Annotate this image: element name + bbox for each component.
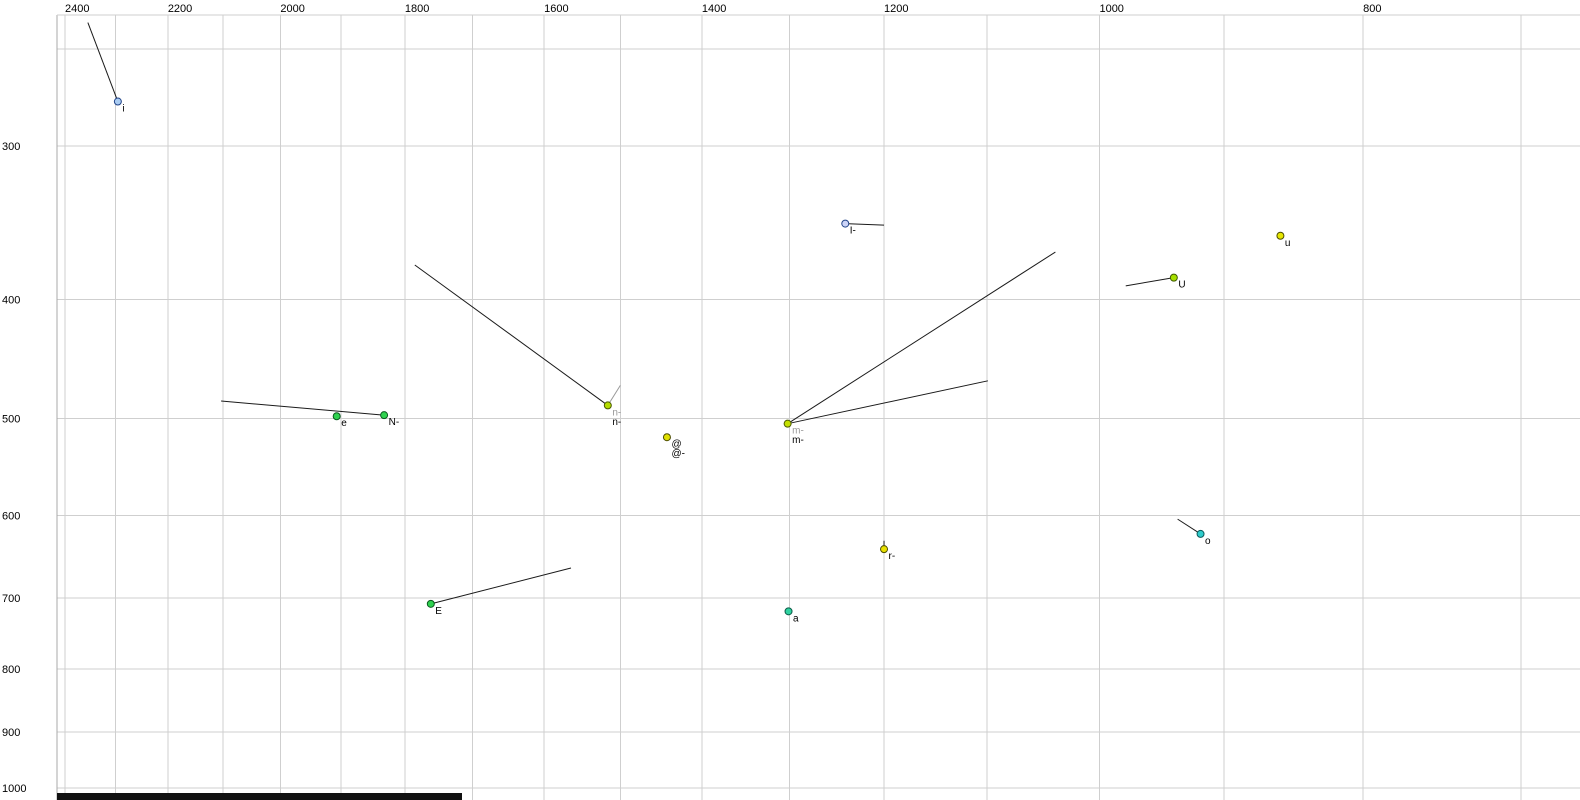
formant-trajectory-m-	[787, 251, 1056, 425]
formant-trajectory-E	[430, 567, 572, 605]
y-tick-label: 900	[2, 727, 20, 739]
y-tick-label: 300	[2, 141, 20, 153]
point-label-N-: N-	[389, 417, 400, 428]
formant-trajectory-m-	[787, 380, 989, 425]
formant-trajectory-I-	[845, 223, 885, 226]
data-point-@[interactable]	[662, 433, 671, 442]
point-label-m-: m-	[792, 435, 804, 446]
x-tick-label: 1400	[702, 3, 726, 15]
data-point-i[interactable]	[113, 97, 122, 106]
point-label-e: e	[341, 418, 347, 429]
y-tick-label: 1000	[2, 783, 26, 795]
data-point-u[interactable]	[1276, 231, 1285, 240]
x-tick-label: 1600	[544, 3, 568, 15]
data-point-U[interactable]	[1169, 273, 1178, 282]
data-point-o[interactable]	[1196, 529, 1205, 538]
point-label-n-: n-	[612, 407, 621, 418]
point-label-@: @	[671, 439, 681, 450]
data-point-e[interactable]	[332, 412, 341, 421]
point-label-n-: n-	[612, 417, 621, 428]
x-tick-label: 1200	[884, 3, 908, 15]
y-tick-label: 700	[2, 593, 20, 605]
data-point-N-[interactable]	[380, 411, 389, 420]
data-point-m-[interactable]	[783, 419, 792, 428]
x-tick-label: 1800	[405, 3, 429, 15]
point-label-o: o	[1205, 536, 1211, 547]
x-tick-label: 2200	[168, 3, 192, 15]
point-label-m-: m-	[792, 426, 804, 437]
y-tick-label: 400	[2, 294, 20, 306]
point-label-r-: r-	[889, 551, 896, 562]
point-label-@-: @-	[671, 449, 684, 460]
x-tick-label: 2000	[280, 3, 304, 15]
point-label-i: i	[122, 104, 124, 115]
data-point-I-[interactable]	[841, 219, 850, 228]
point-label-I-: I-	[850, 226, 856, 237]
y-tick-label: 500	[2, 413, 20, 425]
formant-trajectory-U	[1125, 277, 1174, 287]
formant-trajectory-o	[1177, 518, 1201, 535]
point-label-E: E	[435, 606, 442, 617]
h-scrollbar-thumb[interactable]	[57, 793, 462, 800]
formant-trajectory-N-	[221, 400, 385, 416]
formant-trajectory-i	[87, 22, 119, 102]
data-point-n-[interactable]	[603, 401, 612, 410]
data-point-r-[interactable]	[880, 545, 889, 554]
formant-trajectory-n-	[414, 264, 609, 406]
y-tick-label: 600	[2, 511, 20, 523]
x-tick-label: 800	[1363, 3, 1381, 15]
x-tick-label: 2400	[65, 3, 89, 15]
data-point-a[interactable]	[784, 607, 793, 616]
x-tick-label: 1000	[1099, 3, 1123, 15]
point-label-U: U	[1178, 280, 1185, 291]
y-tick-label: 800	[2, 664, 20, 676]
data-point-E[interactable]	[426, 599, 435, 608]
point-label-a: a	[793, 613, 799, 624]
point-label-u: u	[1285, 238, 1291, 249]
